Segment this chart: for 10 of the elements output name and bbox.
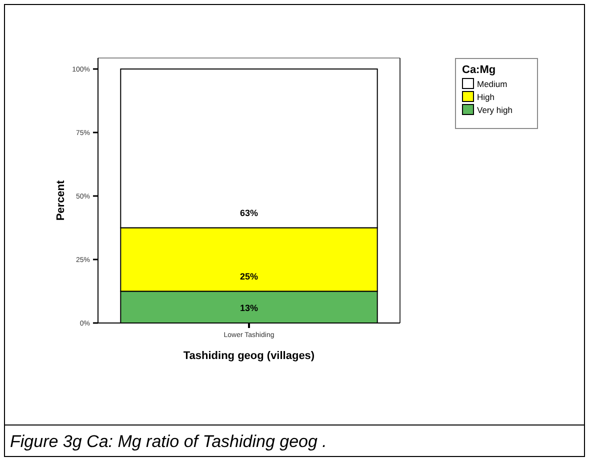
legend-label: Very high [477, 105, 513, 115]
legend-title: Ca:Mg [462, 64, 496, 76]
caption: Figure 3g Ca: Mg ratio of Tashiding geog . [10, 432, 327, 451]
data-label: 63% [240, 208, 258, 218]
data-label: 25% [240, 271, 258, 282]
y-axis-title: Percent [55, 180, 67, 221]
x-axis-title: Tashiding geog (villages) [183, 350, 315, 362]
data-label: 13% [240, 303, 258, 313]
legend-label: Medium [477, 79, 508, 89]
legend-label: High [477, 92, 495, 102]
